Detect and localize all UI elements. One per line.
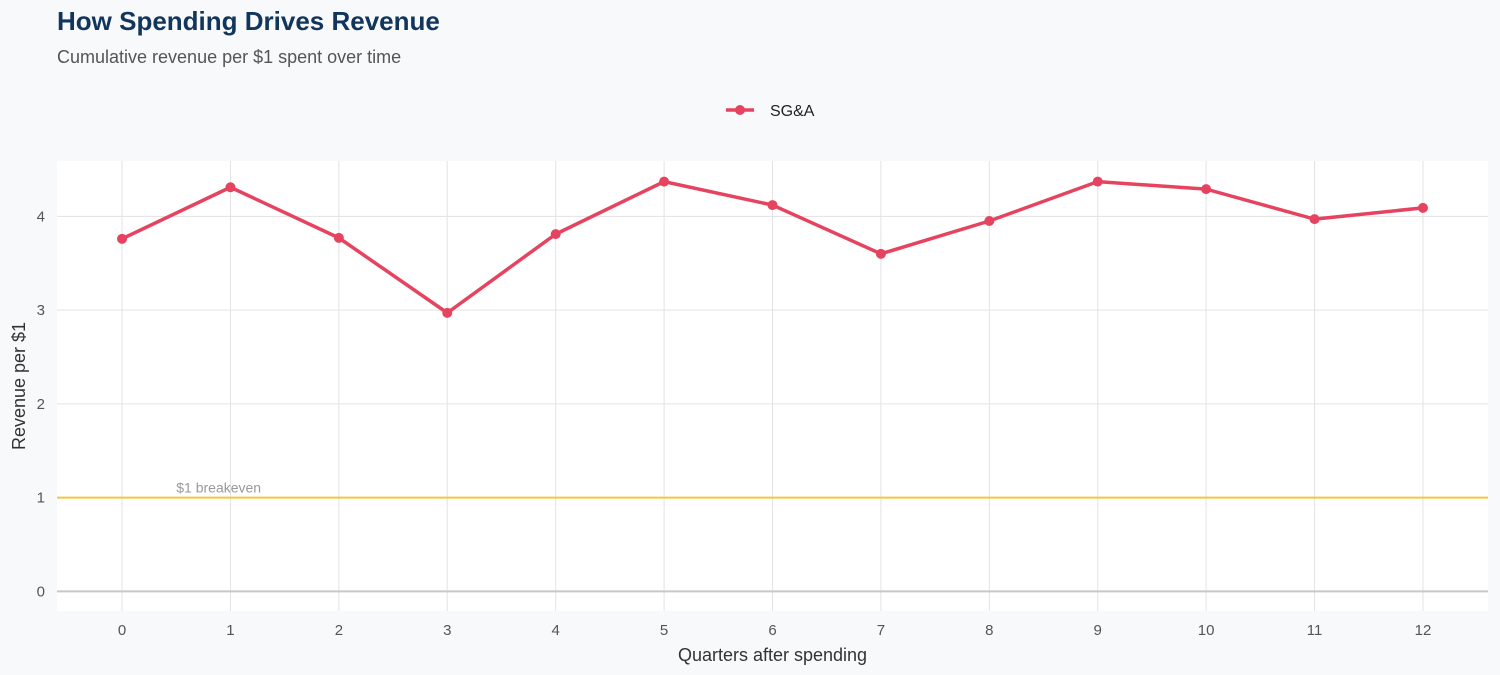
data-point xyxy=(984,216,995,226)
x-tick-label: 10 xyxy=(1198,622,1215,639)
y-tick-label: 4 xyxy=(37,208,45,225)
data-point xyxy=(1201,184,1212,195)
data-point xyxy=(767,200,778,211)
x-tick-label: 9 xyxy=(1094,622,1102,639)
data-point xyxy=(1092,176,1103,187)
x-tick-label: 0 xyxy=(118,622,126,639)
x-tick-label: 12 xyxy=(1415,622,1432,639)
x-tick-label: 6 xyxy=(768,622,776,639)
data-point xyxy=(333,232,344,243)
chart-subtitle: Cumulative revenue per $1 spent over tim… xyxy=(57,47,402,67)
x-tick-label: 2 xyxy=(335,622,343,639)
y-tick-label: 1 xyxy=(37,490,45,507)
legend-label: SG&A xyxy=(770,103,815,120)
breakeven-label: $1 breakeven xyxy=(176,480,261,496)
x-tick-label: 11 xyxy=(1307,622,1323,639)
x-tick-label: 3 xyxy=(443,622,451,639)
x-tick-label: 8 xyxy=(985,622,993,639)
x-tick-label: 5 xyxy=(660,622,668,639)
x-axis-label: Quarters after spending xyxy=(678,645,867,665)
x-tick-label: 7 xyxy=(877,622,885,639)
x-tick-label: 4 xyxy=(552,622,560,639)
data-point xyxy=(659,176,670,187)
data-point xyxy=(442,307,453,318)
data-point xyxy=(1309,214,1320,225)
y-tick-label: 3 xyxy=(37,302,45,319)
y-axis-label: Revenue per $1 xyxy=(9,322,29,450)
y-tick-label: 2 xyxy=(37,396,45,413)
data-point xyxy=(550,229,561,240)
data-point xyxy=(117,233,128,244)
data-point xyxy=(875,248,886,259)
chart-title: How Spending Drives Revenue xyxy=(57,6,440,36)
data-point xyxy=(1417,202,1428,213)
legend-marker xyxy=(735,105,745,115)
y-tick-label: 0 xyxy=(37,583,45,600)
data-point xyxy=(225,182,236,193)
x-tick-label: 1 xyxy=(226,622,234,639)
